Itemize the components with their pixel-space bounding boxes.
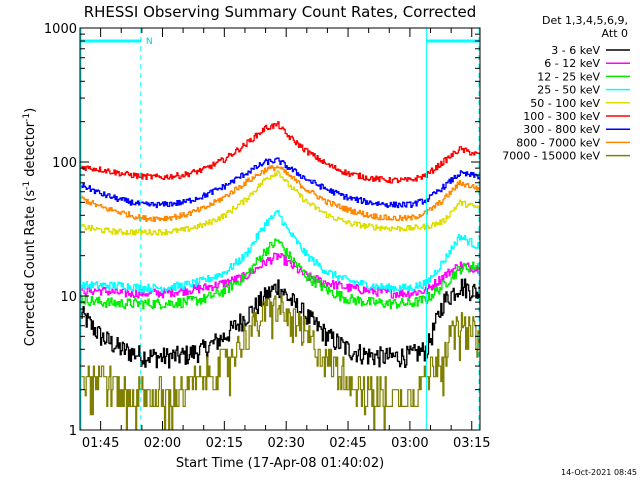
y-axis-label-mid: detector bbox=[23, 121, 38, 181]
series-line-4 bbox=[80, 209, 480, 293]
series-line-1 bbox=[80, 278, 480, 369]
legend-label: 100 - 300 keV bbox=[523, 110, 600, 123]
legend-header-line-2: Att 0 bbox=[602, 27, 628, 40]
x-tick-label: 02:30 bbox=[267, 436, 304, 451]
legend-header-line-1: Det 1,3,4,5,6,9, bbox=[542, 14, 628, 27]
legend-label: 7000 - 15000 keV bbox=[502, 150, 600, 163]
footer-date: 14-Oct-2021 08:45 bbox=[561, 468, 637, 477]
x-tick-label: 02:45 bbox=[329, 436, 366, 451]
x-tick-label: 03:00 bbox=[391, 436, 428, 451]
y-axis-label-sup-2: -1 bbox=[22, 113, 32, 122]
chart-title: RHESSI Observing Summary Count Rates, Co… bbox=[84, 3, 477, 21]
x-tick-label: 02:00 bbox=[144, 436, 181, 451]
y-axis-label-end: ) bbox=[23, 108, 38, 113]
legend-label: 6 - 12 keV bbox=[544, 57, 600, 70]
series-line-6 bbox=[80, 121, 480, 184]
plot-frame bbox=[79, 27, 481, 431]
series-line-8 bbox=[80, 164, 480, 222]
y-axis: 1 10 100 1000 bbox=[44, 22, 480, 439]
x-tick-label: 02:15 bbox=[206, 436, 243, 451]
series-line-7 bbox=[80, 157, 480, 209]
series-line-3 bbox=[80, 238, 480, 310]
y-tick-label: 10 bbox=[60, 290, 77, 305]
night-bar-label: N bbox=[146, 37, 153, 47]
x-axis-label: Start Time (17-Apr-08 01:40:02) bbox=[176, 456, 384, 471]
y-tick-label: 100 bbox=[52, 156, 77, 171]
series-group bbox=[80, 121, 480, 430]
series-line-5 bbox=[80, 170, 480, 236]
plot-area: N bbox=[80, 28, 480, 430]
legend-label: 300 - 800 keV bbox=[523, 123, 600, 136]
legend-label: 50 - 100 keV bbox=[530, 97, 600, 110]
series-line-2 bbox=[80, 252, 480, 299]
y-axis-label-main: Corrected Count Rate (s bbox=[23, 190, 38, 347]
legend-label: 3 - 6 keV bbox=[551, 44, 600, 57]
x-axis: 01:45 02:00 02:15 02:30 02:45 03:00 03:15 bbox=[79, 28, 490, 451]
legend-label: 800 - 7000 keV bbox=[516, 136, 600, 149]
x-tick-label: 03:15 bbox=[453, 436, 490, 451]
y-axis-label-sup-1: -1 bbox=[22, 181, 32, 190]
y-axis-label: Corrected Count Rate (s-1 detector-1) bbox=[22, 108, 38, 346]
legend-label: 25 - 50 keV bbox=[537, 84, 600, 97]
y-tick-label: 1 bbox=[69, 424, 77, 439]
y-tick-label: 1000 bbox=[44, 22, 77, 37]
series-line-9 bbox=[80, 295, 480, 430]
x-tick-label: 01:45 bbox=[82, 436, 119, 451]
legend-label: 12 - 25 keV bbox=[537, 70, 600, 83]
